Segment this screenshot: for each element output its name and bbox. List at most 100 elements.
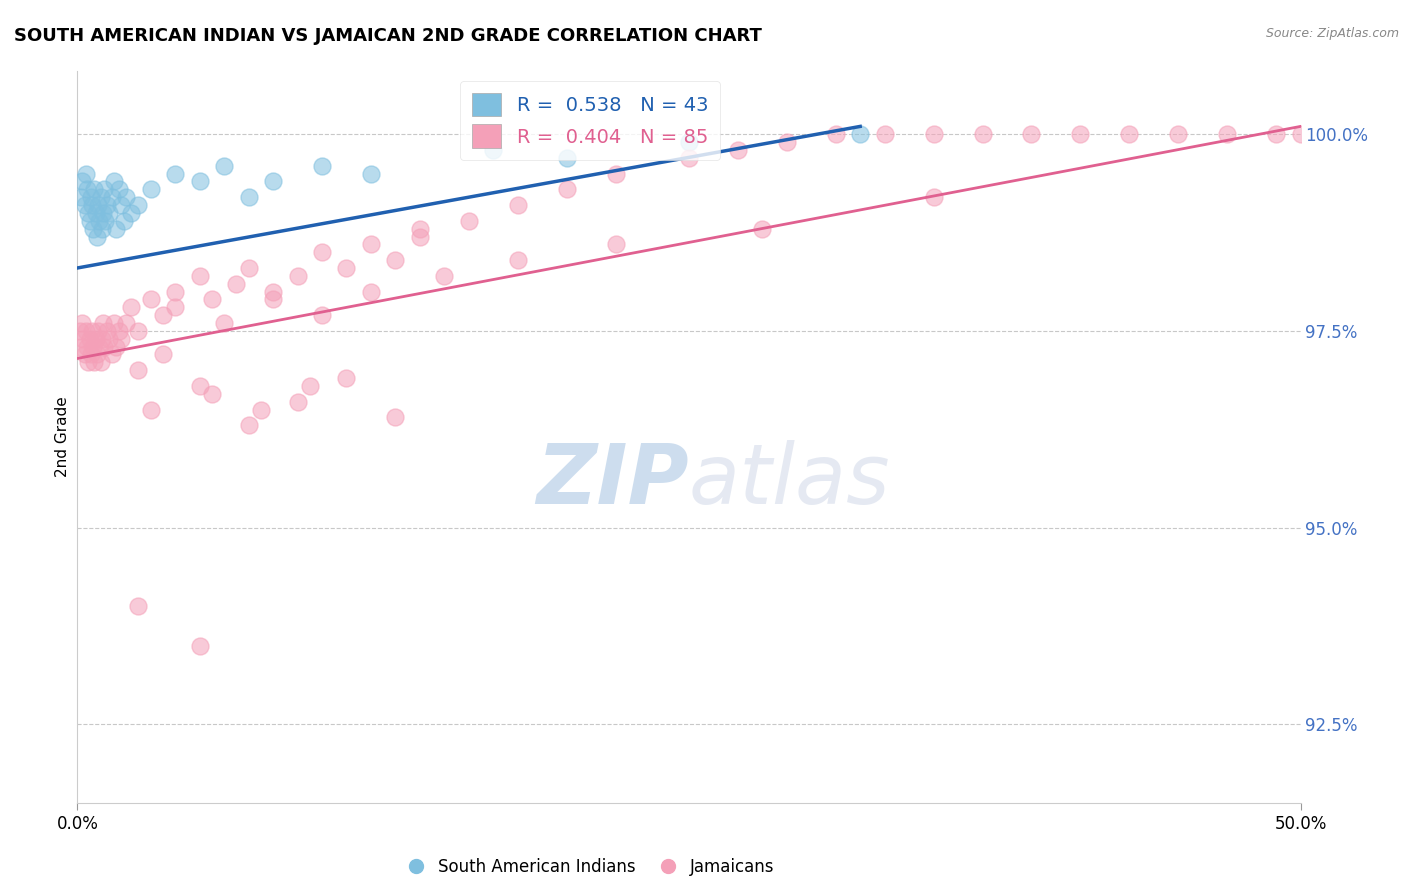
Point [1289,128,1312,142]
Point [605,167,627,181]
Y-axis label: 2nd Grade: 2nd Grade [55,397,70,477]
Point [98,206,121,220]
Point [849,128,872,142]
Point [409,221,432,235]
Point [165,301,187,315]
Point [360,237,382,252]
Point [115,190,138,204]
Point [873,128,896,142]
Point [360,167,382,181]
Text: Source: ZipAtlas.com: Source: ZipAtlas.com [1265,27,1399,40]
Point [76,340,98,354]
Point [112,214,135,228]
Point [262,293,284,307]
Point [69,324,91,338]
Point [433,268,456,283]
Point [98,332,121,346]
Point [70,190,93,204]
Point [360,285,382,299]
Point [83,182,105,196]
Point [287,394,309,409]
Point [139,402,162,417]
Point [73,347,96,361]
Point [287,268,309,283]
Point [82,340,104,354]
Point [678,151,700,165]
Point [727,143,749,157]
Point [188,174,211,188]
Point [482,143,505,157]
Point [1118,128,1140,142]
Point [972,128,994,142]
Point [165,285,187,299]
Point [335,260,357,275]
Point [311,308,333,322]
Point [212,159,235,173]
Point [678,135,700,149]
Point [1021,128,1043,142]
Point [84,206,107,220]
Point [70,340,93,354]
Point [75,167,97,181]
Point [225,277,247,291]
Point [555,182,578,196]
Point [128,198,150,212]
Text: ZIP: ZIP [536,441,689,522]
Point [128,324,150,338]
Point [83,355,105,369]
Point [87,198,110,212]
Point [100,190,122,204]
Point [89,340,111,354]
Point [94,214,117,228]
Point [262,174,284,188]
Point [82,221,104,235]
Point [103,174,125,188]
Point [77,355,100,369]
Point [90,355,112,369]
Point [128,363,150,377]
Point [70,316,93,330]
Point [165,167,187,181]
Point [87,324,110,338]
Point [1265,128,1288,142]
Point [84,332,107,346]
Point [110,332,132,346]
Point [75,324,97,338]
Point [115,316,138,330]
Point [139,293,162,307]
Point [238,418,260,433]
Point [605,237,627,252]
Point [384,410,406,425]
Point [90,332,112,346]
Point [409,229,432,244]
Point [80,190,103,204]
Point [80,324,103,338]
Point [751,221,773,235]
Point [80,198,103,212]
Point [201,387,224,401]
Point [776,135,799,149]
Point [100,347,122,361]
Point [188,639,211,653]
Point [311,159,333,173]
Point [86,347,108,361]
Point [110,198,132,212]
Point [108,324,131,338]
Point [86,229,108,244]
Point [152,308,174,322]
Point [250,402,273,417]
Point [139,182,162,196]
Point [91,316,114,330]
Point [70,174,93,188]
Point [108,182,131,196]
Point [120,301,142,315]
Text: SOUTH AMERICAN INDIAN VS JAMAICAN 2ND GRADE CORRELATION CHART: SOUTH AMERICAN INDIAN VS JAMAICAN 2ND GR… [14,27,762,45]
Point [73,198,96,212]
Point [91,206,114,220]
Point [555,151,578,165]
Point [506,198,529,212]
Point [506,253,529,268]
Point [128,599,150,614]
Point [1216,128,1239,142]
Point [96,198,118,212]
